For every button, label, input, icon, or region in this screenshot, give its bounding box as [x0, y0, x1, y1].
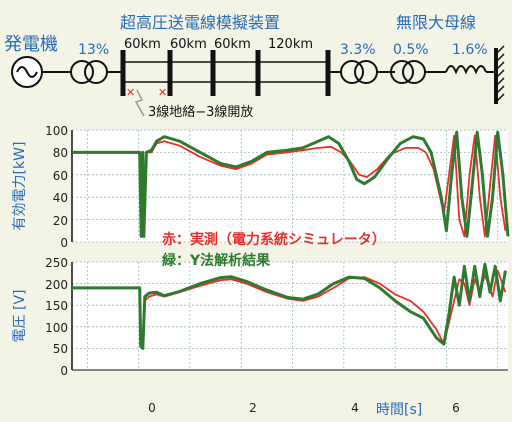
- line-title: 超高圧送電線模擬装置: [120, 13, 280, 32]
- segment-label: 60km: [170, 37, 207, 52]
- y-tick-label: 200: [45, 278, 68, 292]
- fault-breaker-icon: ✕: [158, 86, 167, 99]
- fault-lightning-icon: [134, 89, 145, 117]
- fault-breaker-icon: ✕: [126, 86, 135, 99]
- ground-hatch-icon: [495, 45, 505, 103]
- power-chart: 100 80 60 40 20 0 有効電力[kW]: [12, 124, 510, 250]
- legend-measured: 赤：実測（電力系統シミュレータ）: [162, 231, 386, 248]
- bus-label: 無限大母線: [396, 13, 476, 32]
- segment-label: 120km: [268, 37, 313, 52]
- power-analysis-line: [72, 130, 510, 238]
- power-series-group: [72, 130, 510, 238]
- x-tick-label: 4: [351, 401, 359, 415]
- y-tick-label: 40: [53, 191, 68, 205]
- y-tick-label: 60: [53, 169, 68, 183]
- y-tick-label: 50: [53, 342, 68, 356]
- sine-icon: [16, 66, 38, 78]
- power-plot-area: [72, 130, 508, 242]
- schematic: 発電機 13% 超高圧送電線模擬装置 60km 60km 60km 120km …: [4, 13, 505, 120]
- y-tick-label: 80: [53, 146, 68, 160]
- y-tick-label: 250: [45, 256, 68, 270]
- x-tick-label: 6: [452, 401, 460, 415]
- y-tick-label: 0: [60, 364, 68, 378]
- y-tick-label: 150: [45, 299, 68, 313]
- x-ticks: 0 2 4 6: [148, 401, 460, 415]
- x-tick-label: 2: [249, 401, 257, 415]
- voltage-analysis-line: [72, 262, 507, 350]
- transformer3-symbol: [390, 60, 414, 84]
- voltage-y-axis-label: 電圧 [V]: [12, 290, 28, 343]
- x-axis-label: 時間[s]: [376, 402, 422, 418]
- transformer2-symbol: [340, 60, 364, 84]
- voltage-y-ticks: 250 200 150 100 50 0: [45, 256, 68, 378]
- voltage-series-group: [72, 262, 507, 350]
- segment-label: 60km: [124, 37, 161, 52]
- y-tick-label: 20: [53, 214, 68, 228]
- reactor-coil-icon: [445, 65, 487, 75]
- fault-label: 3線地絡−3線開放: [148, 104, 253, 120]
- y-tick-label: 100: [45, 124, 68, 138]
- transformer1-symbol: [70, 60, 94, 84]
- power-y-ticks: 100 80 60 40 20 0: [45, 124, 68, 250]
- transformer1-label: 13%: [78, 42, 109, 58]
- transformer2-label: 3.3%: [340, 42, 376, 58]
- segment-label: 60km: [214, 37, 251, 52]
- generator-label: 発電機: [4, 34, 58, 55]
- transformer3-label: 0.5%: [393, 42, 429, 58]
- voltage-chart: 250 200 150 100 50 0 電圧 [V] 0 2 4 6 時間[s…: [12, 256, 508, 418]
- reactor-label: 1.6%: [452, 42, 488, 58]
- legend: 赤：実測（電力系統シミュレータ） 緑：Y法解析結果: [162, 231, 386, 269]
- y-tick-label: 0: [60, 236, 68, 250]
- power-y-axis-label: 有効電力[kW]: [12, 142, 28, 231]
- voltage-plot-area: [72, 262, 508, 370]
- x-tick-label: 0: [148, 401, 156, 415]
- legend-analysis: 緑：Y法解析結果: [162, 252, 271, 269]
- y-tick-label: 100: [45, 321, 68, 335]
